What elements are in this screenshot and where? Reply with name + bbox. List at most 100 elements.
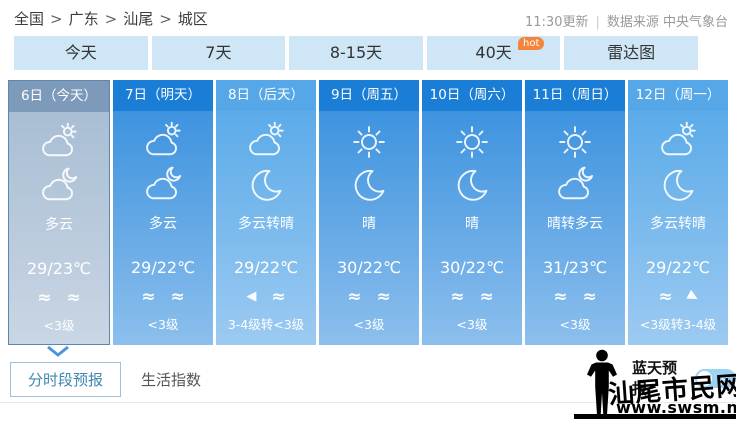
wind-level: <3级	[456, 317, 488, 332]
breadcrumb-separator: >	[159, 10, 172, 28]
update-info: 11:30更新 | 数据来源 中央气象台	[525, 11, 728, 30]
chevron-down-icon	[47, 345, 69, 357]
wind-level: <3级	[43, 318, 75, 333]
cloud-moon-icon	[38, 166, 80, 208]
forecast-column[interactable]: 9日（周五）晴 30/22℃ ≈ ≈ <3级	[319, 80, 419, 345]
forecast-column[interactable]: 6日（今天） 多云 29/23℃ ≈ ≈ <3级	[8, 80, 110, 345]
wind-breeze-icon: ≈	[450, 287, 465, 307]
tab-40天[interactable]: 40天 hot	[426, 36, 561, 70]
wind-icons: ≈ ≈	[141, 288, 185, 306]
blue-sky-label: 蓝天预报	[632, 359, 678, 398]
tab-life-index[interactable]: 生活指数	[141, 371, 202, 389]
breadcrumb-item[interactable]: 全国	[14, 10, 45, 28]
temperature: 30/22℃	[336, 258, 402, 277]
wind-breeze-icon: ≈	[658, 287, 673, 307]
cloud-moon-icon	[142, 165, 184, 207]
wind-breeze-icon: ≈	[376, 287, 391, 307]
wind-icons: ≈ ≈	[37, 289, 81, 307]
weather-text: 晴	[362, 216, 376, 232]
wind-breeze-icon: ≈	[271, 287, 286, 307]
blue-sky-forecast: 蓝天预报 开	[632, 357, 736, 399]
column-date: 6日（今天）	[9, 81, 109, 112]
temperature: 30/22℃	[439, 258, 505, 277]
top-bar: 全国 > 广东 > 汕尾 > 城区 11:30更新 | 数据来源 中央气象台	[14, 8, 728, 30]
wind-arrow-left-icon: ◀	[246, 289, 257, 304]
wind-breeze-icon: ≈	[479, 287, 494, 307]
wind-breeze-icon: ≈	[37, 288, 52, 308]
weather-text: 多云转晴	[650, 216, 706, 232]
column-date: 10日（周六）	[422, 80, 522, 111]
column-body: 多云 29/23℃ ≈ ≈ <3级	[9, 112, 109, 344]
footer-divider	[0, 402, 736, 403]
moon-icon	[245, 165, 287, 207]
moon-icon	[657, 165, 699, 207]
column-date: 8日（后天）	[216, 80, 316, 111]
tab-7天[interactable]: 7天	[151, 36, 286, 70]
tab-今天[interactable]: 今天	[14, 36, 148, 70]
column-date: 7日（明天）	[113, 80, 213, 111]
cloud-moon-icon	[554, 165, 596, 207]
column-body: 晴 30/22℃ ≈ ≈ <3级	[319, 111, 419, 345]
wind-level: <3级	[147, 317, 179, 332]
blue-sky-toggle[interactable]: 开	[695, 368, 736, 388]
temperature: 29/22℃	[130, 258, 196, 277]
forecast-column[interactable]: 7日（明天） 多云 29/22℃ ≈ ≈ <3级	[113, 80, 213, 345]
hot-badge: hot	[517, 37, 545, 50]
temperature: 29/22℃	[645, 258, 711, 277]
forecast-columns: 6日（今天） 多云 29/23℃ ≈ ≈ <3级 7日（明天） 多云 29/22℃ ≈ ≈ <3级 8日…	[8, 80, 728, 345]
wind-icons: ≈ ≈	[450, 288, 494, 306]
update-time: 11:30更新	[525, 15, 589, 30]
sun-icon	[348, 121, 390, 163]
update-divider: |	[595, 15, 600, 30]
wind-arrow-right-icon: ▶	[684, 287, 701, 306]
column-date: 11日（周日）	[525, 80, 625, 111]
column-body: 多云 29/22℃ ≈ ≈ <3级	[113, 111, 213, 345]
column-body: 多云转晴 29/22℃ ◀ ≈3-4级转<3级	[216, 111, 316, 345]
tab-雷达图[interactable]: 雷达图	[564, 36, 698, 70]
column-body: 多云转晴 29/22℃ ≈ ▶ <3级转3-4级	[628, 111, 728, 345]
tab-hourly-forecast[interactable]: 分时段预报	[10, 362, 122, 397]
wind-level: <3级	[353, 317, 385, 332]
forecast-column[interactable]: 10日（周六）晴 30/22℃ ≈ ≈ <3级	[422, 80, 522, 345]
breadcrumb-separator: >	[104, 10, 118, 28]
wind-breeze-icon: ≈	[347, 287, 362, 307]
wind-icons: ◀ ≈	[246, 288, 285, 306]
breadcrumb: 全国 > 广东 > 汕尾 > 城区	[14, 8, 208, 29]
watermark-underline	[574, 414, 736, 419]
cloud-sun-icon	[142, 121, 184, 163]
wind-breeze-icon: ≈	[553, 287, 568, 307]
bottom-tabs: 分时段预报 生活指数	[10, 362, 201, 397]
wind-breeze-icon: ≈	[170, 287, 185, 307]
breadcrumb-item[interactable]: 汕尾	[123, 10, 154, 28]
column-body: 晴 30/22℃ ≈ ≈ <3级	[422, 111, 522, 345]
forecast-column[interactable]: 12日（周一） 多云转晴 29/22℃ ≈ ▶ <3级转3-4级	[628, 80, 728, 345]
wind-breeze-icon: ≈	[66, 288, 81, 308]
breadcrumb-separator: >	[50, 10, 63, 28]
moon-icon	[348, 165, 390, 207]
breadcrumb-item[interactable]: 广东	[68, 10, 99, 28]
cloud-sun-icon	[245, 121, 287, 163]
forecast-column[interactable]: 11日（周日） 晴转多云 31/23℃ ≈ ≈ <3级	[525, 80, 625, 345]
weather-text: 多云	[45, 217, 73, 233]
forecast-column[interactable]: 8日（后天） 多云转晴 29/22℃ ◀ ≈3-4级转<3级	[216, 80, 316, 345]
toggle-state-label: 开	[719, 373, 730, 387]
cloud-sun-icon	[38, 122, 80, 164]
weather-text: 多云	[149, 216, 177, 232]
weather-text: 晴	[465, 216, 479, 232]
moon-icon	[451, 165, 493, 207]
tab-8-15天[interactable]: 8-15天	[289, 36, 423, 70]
column-date: 12日（周一）	[628, 80, 728, 111]
wind-icons: ≈ ▶	[658, 287, 700, 307]
breadcrumb-item[interactable]: 城区	[177, 10, 208, 28]
wind-breeze-icon: ≈	[141, 287, 156, 307]
watermark-site-url: www.swsm.net	[616, 398, 736, 417]
temperature: 31/23℃	[542, 258, 608, 277]
data-source: 数据来源 中央气象台	[606, 15, 728, 30]
wind-level: <3级	[559, 317, 591, 332]
wind-icons: ≈ ≈	[553, 288, 597, 306]
weather-text: 多云转晴	[238, 216, 294, 232]
forecast-range-tabs: 今天 7天 8-15天 40天 hot 雷达图	[14, 36, 698, 70]
sun-icon	[554, 121, 596, 163]
toggle-knob	[697, 370, 713, 386]
sun-icon	[451, 121, 493, 163]
